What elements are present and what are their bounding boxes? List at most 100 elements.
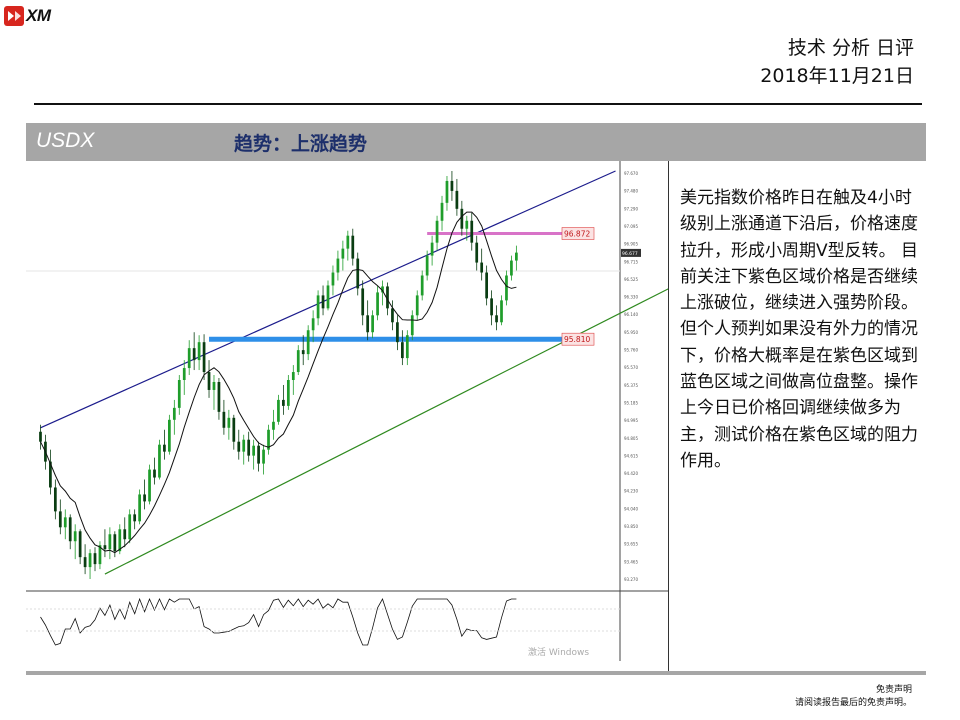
y-tick-label: 96.715 <box>624 259 638 264</box>
candle-body <box>88 553 92 568</box>
y-tick-label: 95.950 <box>624 330 638 335</box>
candle-body <box>143 494 146 502</box>
candle-body <box>470 220 474 243</box>
candle-body <box>202 342 206 373</box>
candle-body <box>58 511 62 528</box>
disclaimer: 免责声明 请阅读报告最后的免责声明。 <box>795 684 912 710</box>
candle-body <box>197 342 201 361</box>
candle-body <box>331 272 335 286</box>
y-tick-label: 96.905 <box>624 242 638 247</box>
candle-body <box>301 350 305 355</box>
y-tick-label: 94.995 <box>624 418 638 423</box>
candle-body <box>410 315 414 336</box>
candle-body <box>500 300 503 323</box>
y-tick-label: 97.480 <box>624 189 638 194</box>
y-tick-label: 97.670 <box>624 171 638 176</box>
resistance-level-box <box>561 227 595 240</box>
candle-body <box>505 275 508 301</box>
candle-body <box>286 380 290 406</box>
candle-body <box>49 461 52 488</box>
candle-body <box>63 517 67 528</box>
candle-body <box>123 529 127 540</box>
y-tick-label: 97.290 <box>624 206 638 211</box>
y-tick-label: 93.655 <box>624 542 638 547</box>
candle-body <box>83 557 87 568</box>
candle-body <box>396 322 399 343</box>
candle-body <box>366 315 370 333</box>
current-price-box <box>621 248 641 257</box>
candle-body <box>128 514 132 540</box>
candle-body <box>247 439 251 456</box>
candle-body <box>480 262 484 273</box>
candle-body <box>118 529 122 552</box>
candle-body <box>53 487 57 512</box>
y-tick-label: 93.270 <box>624 577 638 582</box>
y-tick-label: 93.465 <box>624 559 638 564</box>
candle-body <box>430 242 434 256</box>
candle-body <box>420 275 424 296</box>
y-tick-label: 95.375 <box>624 383 638 388</box>
candle-body <box>252 445 256 456</box>
candle-body <box>103 545 107 550</box>
candle-body <box>296 350 300 373</box>
candle-body <box>39 431 42 442</box>
candle-body <box>158 444 161 478</box>
candle-body <box>381 286 384 293</box>
candle-body <box>182 368 186 380</box>
resistance-level-label: 96.872 <box>564 230 590 239</box>
candle-body <box>227 417 231 428</box>
candle-body <box>495 315 498 323</box>
trend-label: 趋势：上涨趋势 <box>234 133 368 155</box>
candle-body <box>361 288 365 316</box>
candle-body <box>445 180 449 203</box>
candle-body <box>68 517 72 542</box>
candle-body <box>391 308 394 323</box>
bottom-divider <box>26 671 926 675</box>
y-tick-label: 95.570 <box>624 365 638 370</box>
candle-body <box>187 348 191 369</box>
candle-body <box>153 469 156 478</box>
candle-body <box>311 318 315 331</box>
candle-body <box>316 295 320 319</box>
windows-watermark: 激活 Windows <box>528 646 589 658</box>
y-tick-label: 96.330 <box>624 295 638 300</box>
candle-body <box>177 380 181 408</box>
candle-body <box>267 429 270 450</box>
instrument-symbol: USDX <box>36 129 95 152</box>
candle-body <box>485 272 488 299</box>
candle-body <box>341 248 345 259</box>
moving-average-line <box>40 211 517 554</box>
y-tick-label: 94.805 <box>624 436 638 441</box>
candle-body <box>346 235 350 249</box>
y-tick-label: 94.040 <box>624 506 638 511</box>
candle-body <box>376 292 379 316</box>
candle-body <box>475 242 479 263</box>
candle-body <box>400 342 404 359</box>
candle-body <box>425 255 429 276</box>
candle-body <box>133 514 137 522</box>
y-tick-label: 95.760 <box>624 348 638 353</box>
xm-logo: XM <box>4 4 80 30</box>
xm-logo-icon <box>4 6 24 26</box>
candle-body <box>73 531 77 542</box>
candle-body <box>207 372 211 390</box>
candle-body <box>212 381 216 390</box>
candle-body <box>138 494 141 522</box>
oscillator-line <box>40 597 517 646</box>
candle-body <box>108 534 112 550</box>
candle-body <box>113 534 117 552</box>
candle-body <box>272 421 275 430</box>
candle-body <box>371 315 374 333</box>
candle-body <box>405 335 409 359</box>
page-title: 技术 分析 日评 2018年11月21日 <box>760 34 914 90</box>
candle-body <box>450 180 454 191</box>
y-tick-label: 94.615 <box>624 453 638 458</box>
chart-svg: 97.670 97.480 97.290 97.095 96.905 96.715 96.5… <box>26 161 676 661</box>
y-tick-label: 96.140 <box>624 312 638 317</box>
candle-body <box>306 330 310 355</box>
candle-body <box>232 417 236 442</box>
candle-body <box>291 372 295 380</box>
y-tick-label: 97.095 <box>624 224 638 229</box>
candle-body <box>415 295 419 316</box>
candle-body <box>217 381 221 412</box>
